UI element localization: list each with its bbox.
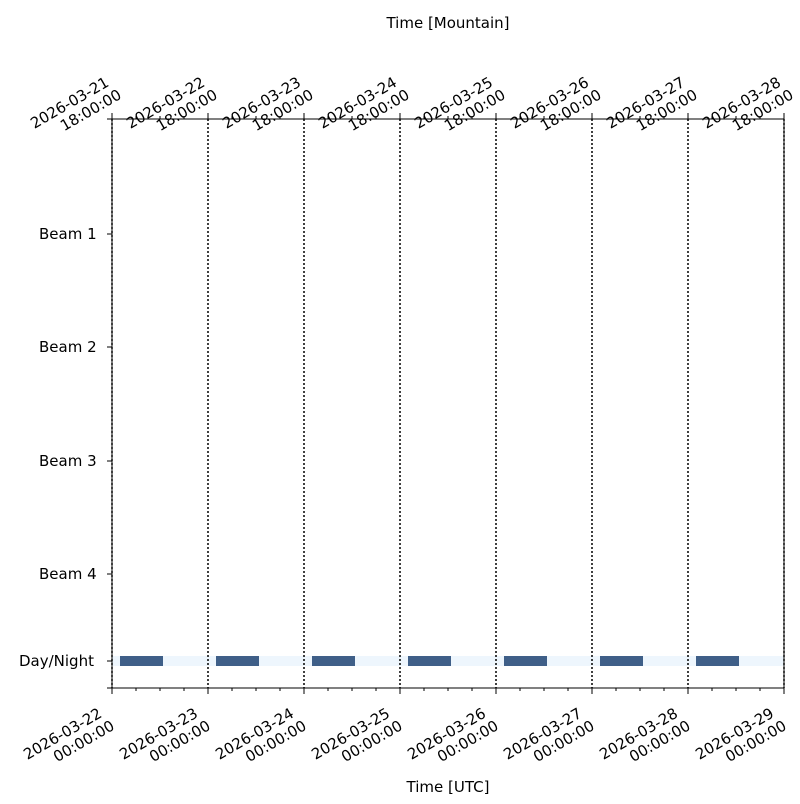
y-tick-label: Day/Night bbox=[19, 652, 94, 670]
x2-tick-label: 2026-03-23 18:00:00 bbox=[219, 71, 316, 147]
x2-tick-label: 2026-03-28 18:00:00 bbox=[699, 71, 796, 147]
x-tick-label: 2026-03-22 00:00:00 bbox=[20, 702, 117, 778]
x2-tick-label: 2026-03-21 18:00:00 bbox=[27, 71, 124, 147]
x2-axis-label: Time [Mountain] bbox=[385, 14, 509, 32]
x-tick-label: 2026-03-23 00:00:00 bbox=[116, 702, 213, 778]
x-tick-label: 2026-03-28 00:00:00 bbox=[596, 702, 693, 778]
x-tick-label: 2026-03-25 00:00:00 bbox=[308, 702, 405, 778]
y-tick-label: Beam 3 bbox=[39, 452, 97, 470]
night-bar bbox=[600, 656, 643, 666]
y-tick-label: Beam 1 bbox=[39, 225, 97, 243]
y-tick-label: Beam 4 bbox=[39, 565, 97, 583]
x2-tick-label: 2026-03-26 18:00:00 bbox=[507, 71, 604, 147]
plot-frame bbox=[111, 118, 785, 689]
y-tick-label: Beam 2 bbox=[39, 338, 97, 356]
x-tick-label: 2026-03-29 00:00:00 bbox=[692, 702, 789, 778]
x2-tick-label: 2026-03-25 18:00:00 bbox=[411, 71, 508, 147]
x2-tick-label: 2026-03-24 18:00:00 bbox=[315, 71, 412, 147]
x-axis-label: Time [UTC] bbox=[406, 778, 490, 796]
night-bar bbox=[120, 656, 163, 666]
x2-tick-label: 2026-03-22 18:00:00 bbox=[123, 71, 220, 147]
x-tick-label: 2026-03-27 00:00:00 bbox=[500, 702, 597, 778]
night-bar bbox=[408, 656, 451, 666]
night-bar bbox=[312, 656, 355, 666]
night-bar bbox=[504, 656, 547, 666]
x-tick-label: 2026-03-24 00:00:00 bbox=[212, 702, 309, 778]
x-tick-label: 2026-03-26 00:00:00 bbox=[404, 702, 501, 778]
night-bar bbox=[696, 656, 739, 666]
night-bar bbox=[216, 656, 259, 666]
x2-tick-label: 2026-03-27 18:00:00 bbox=[603, 71, 700, 147]
